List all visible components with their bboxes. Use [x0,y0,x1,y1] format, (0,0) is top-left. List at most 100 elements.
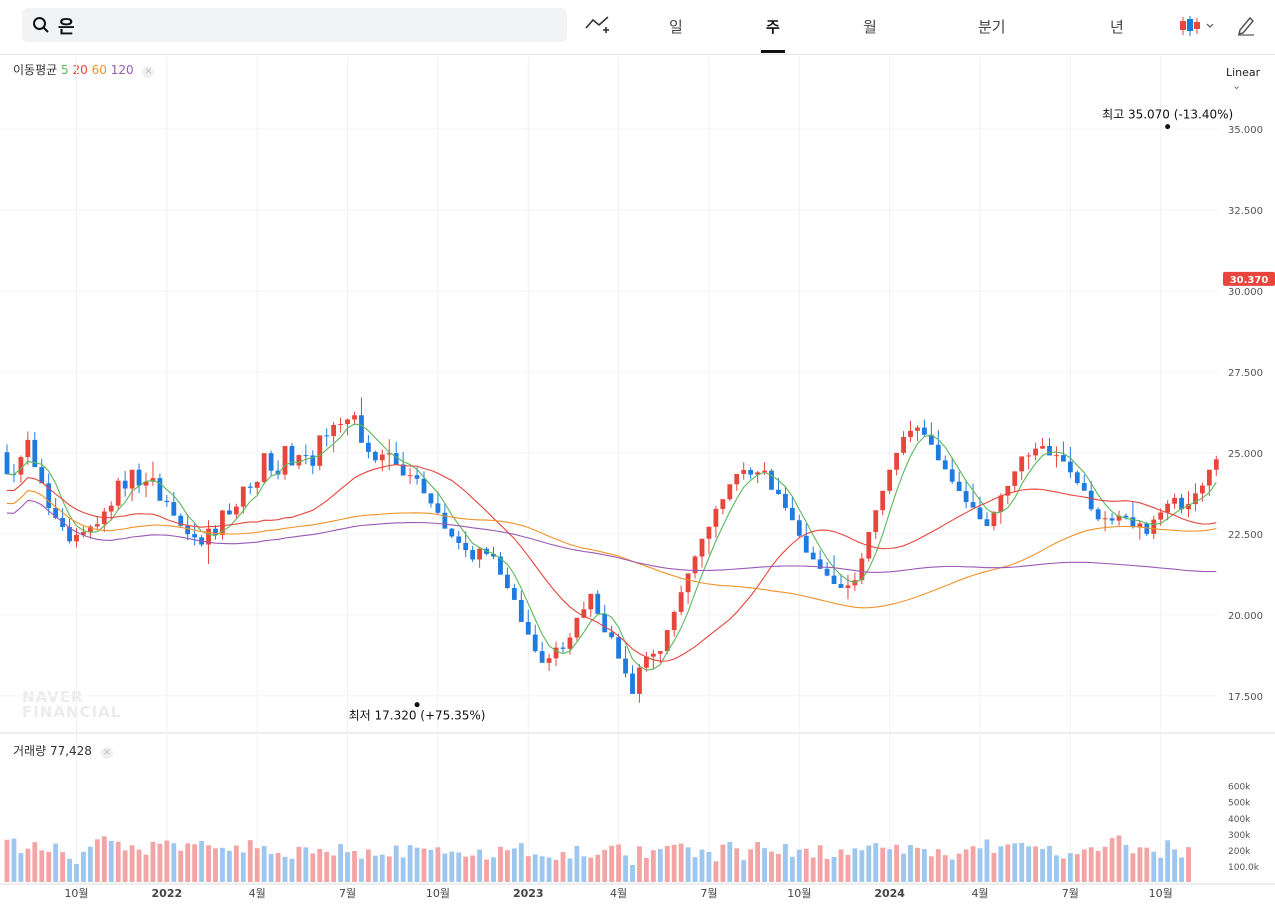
candle-body [366,442,371,452]
volume-bar [1081,849,1087,882]
volume-bar [1074,854,1080,882]
candle-body [115,480,121,506]
high-label: 최고 35.070 (-13.40%) [1102,108,1233,122]
volume-bar [1026,846,1032,882]
volume-bar [122,850,128,882]
candle-body [859,558,865,581]
candle-body [442,512,448,529]
toolbar: 은 일 주 월 분기 년 [0,0,1275,55]
candle-body [331,424,337,437]
candle-body [595,593,601,614]
candle-body [1116,515,1122,521]
volume-bar [998,846,1004,882]
candle-body [511,587,517,600]
y-tick-label: 22.500 [1228,530,1263,541]
candle-body [657,651,663,654]
scale-mode-dropdown[interactable]: Linear ⌄ [1226,66,1275,92]
volume-bar [39,850,45,882]
volume-bar [859,850,865,882]
period-tab-year[interactable]: 년 [1110,18,1124,36]
candle-body [129,469,135,489]
candle-body [1102,518,1108,520]
search-box[interactable]: 은 [22,8,567,42]
volume-bar [11,838,17,882]
x-tick-label: 2024 [874,887,905,900]
close-ma-icon[interactable]: × [142,66,155,78]
volume-bar [400,857,406,882]
candle-body [338,424,343,426]
volume-legend-value: 77,428 [49,744,92,758]
search-icon[interactable] [32,16,50,38]
candle-body [637,667,642,694]
candle-body [505,574,510,588]
volume-bar [463,856,469,882]
candle-body [810,552,816,560]
candle-body [303,455,309,457]
volume-bar [810,857,816,882]
volume-bar [560,851,566,882]
y-tick-label: 25.000 [1228,449,1263,460]
candle-body [949,469,955,482]
x-tick-label: 2022 [152,887,183,900]
volume-bar [852,848,858,882]
volume-bar [1012,843,1018,882]
volume-bar [206,845,211,882]
candle-body [699,538,705,557]
candle-body [873,510,879,532]
period-tab-month[interactable]: 월 [863,18,877,36]
candle-body [901,436,906,453]
candle-body [400,464,406,476]
candle-body [463,542,469,551]
candle-body [449,528,455,537]
candle-body [157,478,163,501]
volume-bar [428,849,434,882]
candle-body [345,419,350,425]
candle-body [671,611,677,631]
volume-bar [171,843,177,882]
period-tab-day[interactable]: 일 [669,18,683,36]
candle-body [227,510,232,515]
period-tab-quarter[interactable]: 분기 [978,18,1006,36]
volume-bar [880,847,886,882]
x-tick-label: 7월 [339,887,356,900]
candle-body [1172,497,1177,504]
pencil-icon[interactable] [1236,14,1256,40]
volume-bar [1054,855,1059,882]
volume-bar [81,851,86,882]
y-tick-label: 27.500 [1228,368,1263,379]
volume-bar [505,850,510,882]
ma60-label: 60 [91,63,107,77]
x-tick-label: 10월 [64,887,88,900]
candle-body [922,427,927,435]
candle-body [678,592,684,612]
volume-bar [359,858,364,882]
volume-bar [915,847,920,882]
candle-body [143,481,149,486]
volume-bar [803,848,809,882]
trend-line-tool-icon[interactable] [584,14,612,40]
volume-bar [588,857,594,882]
candle-body [199,537,204,545]
chart-type-icon[interactable] [1178,14,1218,42]
volume-bar [699,849,705,882]
close-volume-icon[interactable]: × [100,747,113,759]
candle-body [650,653,656,657]
volume-bar [1137,847,1143,882]
volume-bar [1165,840,1171,882]
candle-body [435,503,441,513]
volume-bar [18,853,24,882]
x-tick-label: 4월 [249,887,266,900]
search-input[interactable]: 은 [58,17,75,38]
volume-bar [233,845,239,882]
volume-bar [581,856,587,882]
candle-body [588,593,594,610]
volume-bar [282,856,288,882]
candle-body [74,534,79,542]
scale-mode-label: Linear [1226,66,1261,79]
candle-body [998,495,1004,512]
volume-bar [1158,857,1164,882]
volume-bar [838,849,844,882]
volume-tick-label: 400k [1228,815,1251,825]
period-tab-week[interactable]: 주 [766,18,780,36]
